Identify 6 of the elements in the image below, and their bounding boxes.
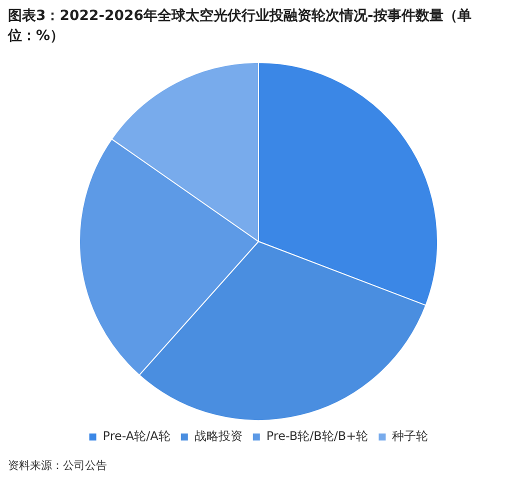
legend-label: Pre-A轮/A轮 bbox=[102, 429, 170, 444]
text: 资料来源：公司公告 bbox=[8, 458, 107, 473]
legend-label: 战略投资 bbox=[194, 429, 242, 444]
legend-label: Pre-B轮/B轮/B+轮 bbox=[266, 429, 368, 444]
chart-title: 图表3：2022-2026年全球太空光伏行业投融资轮次情况-按事件数量（单位：%） bbox=[8, 6, 472, 46]
legend-label: 种子轮 bbox=[392, 429, 428, 444]
